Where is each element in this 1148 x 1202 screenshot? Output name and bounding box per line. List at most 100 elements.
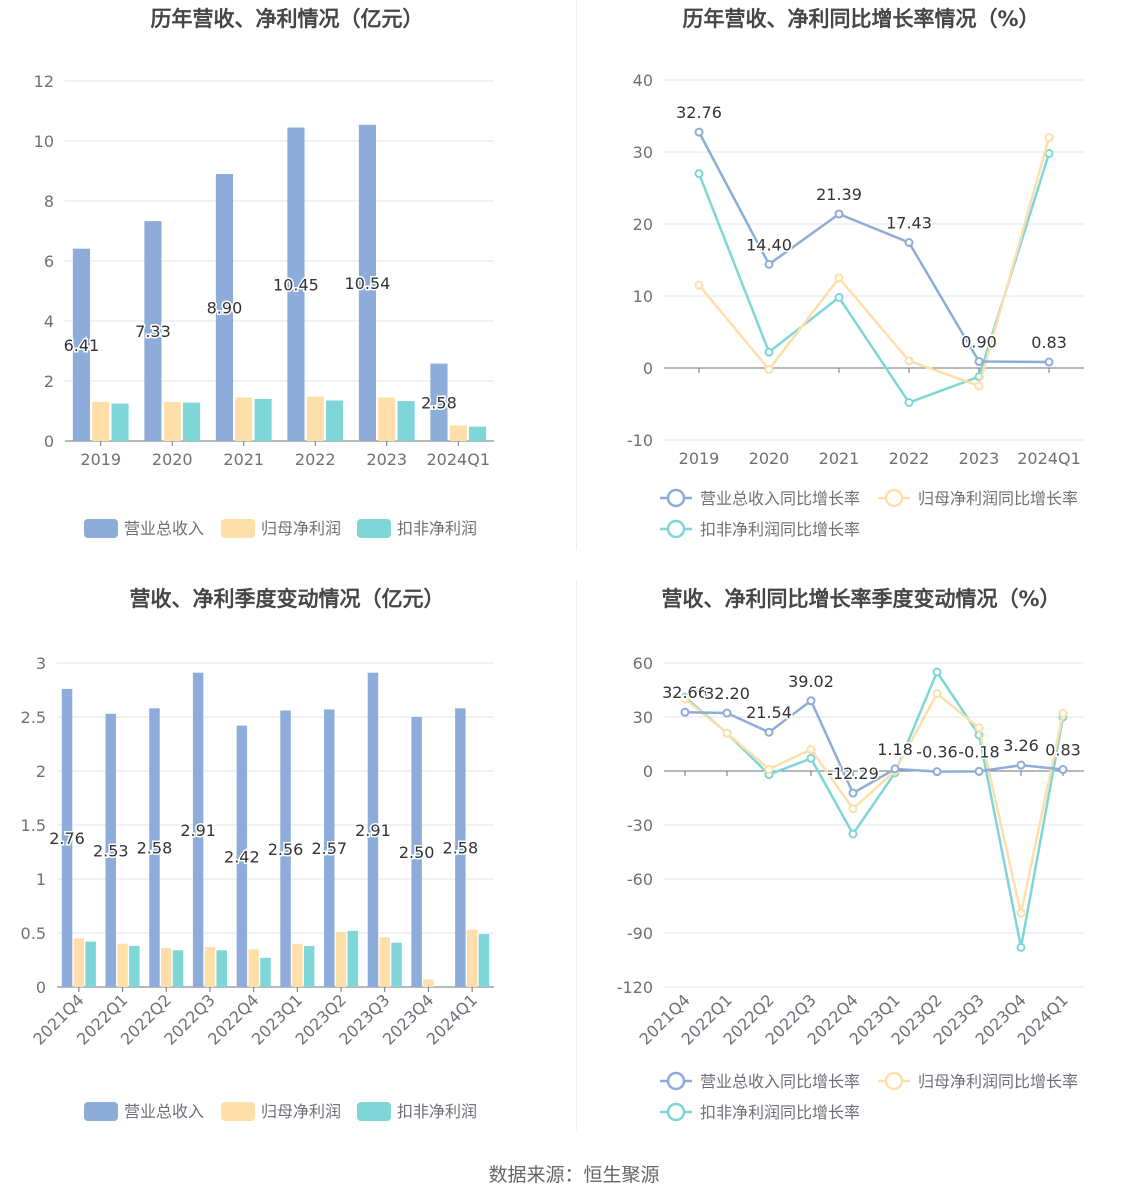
y-tick-label: 2 bbox=[44, 372, 54, 391]
data-point bbox=[694, 127, 704, 137]
legend-label: 营业总收入 bbox=[124, 1102, 204, 1121]
data-point bbox=[764, 259, 774, 269]
bar bbox=[324, 709, 335, 987]
point-value-label: 0.83 bbox=[1031, 333, 1067, 352]
y-tick-label: 0 bbox=[44, 432, 54, 451]
bar bbox=[172, 950, 184, 987]
chart-title: 营收、净利同比增长率季度变动情况（%） bbox=[661, 587, 1060, 611]
bar bbox=[411, 717, 422, 987]
legend-marker bbox=[666, 1071, 686, 1091]
data-point bbox=[904, 238, 914, 248]
point-value-label: 0.83 bbox=[1045, 741, 1081, 760]
point-value-label: 14.40 bbox=[746, 235, 792, 254]
point-value-label: 32.66 bbox=[662, 683, 708, 702]
chart-title: 营收、净利季度变动情况（亿元） bbox=[130, 587, 445, 611]
panel-divider bbox=[576, 0, 577, 550]
legend-swatch bbox=[84, 519, 118, 538]
y-tick-label: 40 bbox=[633, 71, 653, 90]
y-tick-label: 4 bbox=[44, 312, 54, 331]
y-tick-label: 6 bbox=[44, 252, 54, 271]
data-point bbox=[974, 723, 984, 733]
y-tick-label: -10 bbox=[627, 431, 653, 450]
bar bbox=[235, 397, 253, 441]
legend-label: 归母净利润 bbox=[261, 519, 341, 538]
y-tick-label: -60 bbox=[627, 870, 653, 889]
data-point bbox=[1016, 908, 1026, 918]
bar bbox=[204, 947, 216, 987]
legend-label: 营业总收入 bbox=[124, 519, 204, 538]
data-point bbox=[764, 764, 774, 774]
quarterly-revenue-profit-svg: 营收、净利季度变动情况（亿元）00.511.522.532021Q42022Q1… bbox=[21, 587, 494, 1121]
bar bbox=[72, 248, 91, 441]
bar bbox=[358, 124, 377, 442]
legend-marker bbox=[884, 488, 904, 508]
x-tick-label: 2024Q1 bbox=[427, 450, 491, 469]
legend-label: 营业总收入同比增长率 bbox=[700, 489, 860, 508]
bar bbox=[192, 672, 204, 987]
bar bbox=[248, 949, 259, 987]
bar bbox=[236, 725, 248, 987]
point-value-label: 39.02 bbox=[788, 672, 834, 691]
bar bbox=[111, 403, 129, 441]
annual-growth-rate-chart: 历年营收、净利同比增长率情况（%） -10 0 10 20 30 40 2019 2020 202… bbox=[574, 0, 1148, 580]
data-point bbox=[806, 744, 816, 754]
bar bbox=[306, 396, 324, 441]
data-point bbox=[680, 707, 690, 717]
bar bbox=[163, 402, 181, 441]
y-tick-label: 0 bbox=[643, 359, 653, 378]
bar-value-label: 2.50 bbox=[399, 843, 435, 862]
y-tick-label: 2 bbox=[36, 762, 46, 781]
bar-value-label: 8.90 bbox=[207, 299, 243, 318]
bar-value-label: 2.91 bbox=[355, 821, 391, 840]
y-tick-label: -120 bbox=[617, 978, 653, 997]
series-line bbox=[697, 131, 1050, 364]
bar-value-label: 2.58 bbox=[421, 393, 457, 412]
x-tick-label: 2023 bbox=[366, 450, 407, 469]
data-point bbox=[806, 753, 816, 763]
y-tick-label: 30 bbox=[633, 708, 653, 727]
data-point bbox=[694, 280, 704, 290]
point-value-label: -0.18 bbox=[958, 742, 999, 761]
data-point bbox=[806, 696, 816, 706]
data-point bbox=[764, 364, 774, 374]
bar bbox=[423, 979, 434, 987]
data-point bbox=[764, 347, 774, 357]
bar bbox=[455, 708, 466, 987]
series-line bbox=[684, 698, 1064, 795]
bar bbox=[391, 942, 402, 987]
y-tick-label: 12 bbox=[34, 72, 54, 91]
data-point bbox=[722, 708, 732, 718]
bar-value-label: 2.58 bbox=[443, 839, 479, 858]
data-source-note: 数据来源：恒生聚源 bbox=[488, 1164, 660, 1186]
legend-label: 归母净利润同比增长率 bbox=[918, 489, 1078, 508]
data-point bbox=[694, 169, 704, 179]
bar bbox=[449, 425, 467, 441]
bar-value-label: 2.76 bbox=[49, 829, 85, 848]
data-point bbox=[932, 667, 942, 677]
legend-label: 扣非净利润同比增长率 bbox=[700, 520, 860, 539]
data-point bbox=[722, 728, 732, 738]
bar bbox=[149, 708, 160, 987]
bar bbox=[325, 400, 344, 441]
data-point bbox=[974, 381, 984, 391]
data-point bbox=[1044, 357, 1054, 367]
y-tick-label: 0.5 bbox=[21, 924, 46, 943]
x-tick-label: 2019 bbox=[80, 450, 121, 469]
point-value-label: 17.43 bbox=[886, 214, 932, 233]
bar bbox=[161, 948, 172, 987]
data-point bbox=[848, 788, 858, 798]
bar bbox=[347, 930, 359, 987]
y-tick-label: 0 bbox=[36, 978, 46, 997]
bar bbox=[216, 950, 227, 987]
point-value-label: -12.29 bbox=[827, 764, 879, 783]
bar bbox=[478, 934, 490, 987]
bar-value-label: 2.56 bbox=[268, 840, 304, 859]
legend-label: 归母净利润同比增长率 bbox=[918, 1072, 1078, 1091]
point-value-label: 32.76 bbox=[676, 103, 722, 122]
data-point bbox=[932, 767, 942, 777]
y-tick-label: 8 bbox=[44, 192, 54, 211]
point-value-label: 3.26 bbox=[1003, 736, 1039, 755]
bar-value-label: 10.45 bbox=[273, 275, 319, 294]
data-point bbox=[932, 689, 942, 699]
bar bbox=[430, 363, 448, 441]
